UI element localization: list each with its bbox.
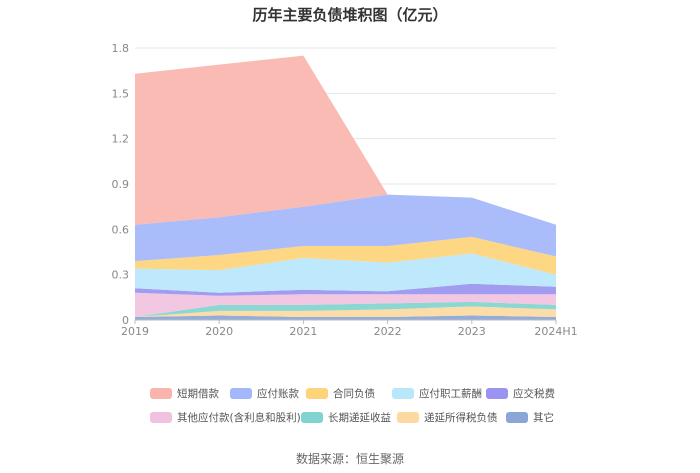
legend-swatch (397, 412, 419, 423)
legend-swatch (506, 412, 528, 423)
chart-title: 历年主要负债堆积图（亿元） (252, 6, 448, 24)
area-series-5 (135, 253, 556, 293)
legend-label: 应付职工薪酬 (419, 388, 482, 400)
legend-label: 长期递延收益 (328, 412, 391, 424)
legend-label: 应交税费 (513, 388, 555, 400)
area-series-3 (135, 292, 556, 317)
x-tick-label: 2024H1 (534, 325, 577, 338)
y-tick-label: 0 (122, 314, 129, 327)
y-tick-label: 0.9 (112, 178, 130, 191)
y-tick-label: 0.3 (112, 269, 130, 282)
legend-item[interactable]: 合同负债 (306, 386, 375, 401)
x-tick-label: 2022 (374, 325, 402, 338)
y-tick-label: 0.6 (112, 223, 130, 236)
area-series-0 (135, 315, 556, 320)
x-tick-label: 2020 (205, 325, 233, 338)
legend-label: 其它 (533, 412, 554, 424)
legend-swatch (306, 388, 328, 399)
y-tick-label: 1.5 (112, 87, 130, 100)
area-series-7 (135, 194, 556, 262)
area-series-2 (135, 301, 556, 317)
legend-label: 递延所得税负债 (424, 412, 498, 424)
legend-label: 其他应付款(含利息和股利) (177, 412, 301, 424)
area-series-6 (135, 236, 556, 275)
legend-item[interactable]: 递延所得税负债 (397, 410, 498, 425)
legend-label: 合同负债 (333, 388, 375, 400)
x-tick-label: 2023 (458, 325, 486, 338)
legend-item[interactable]: 其它 (506, 410, 554, 425)
x-tick-label: 2021 (289, 325, 317, 338)
area-series-1 (135, 306, 556, 317)
legend-item[interactable]: 应付职工薪酬 (392, 386, 482, 401)
legend-swatch (392, 388, 414, 399)
legend-label: 短期借款 (177, 388, 219, 400)
y-tick-label: 1.8 (112, 42, 130, 55)
x-tick-label: 2019 (121, 325, 149, 338)
area-series-8 (135, 55, 556, 225)
legend-swatch (230, 388, 252, 399)
legend-swatch (150, 388, 172, 399)
legend-item[interactable]: 长期递延收益 (301, 410, 391, 425)
legend-swatch (301, 412, 323, 423)
legend-swatch (486, 388, 508, 399)
legend-item[interactable]: 应交税费 (486, 386, 555, 401)
legend-swatch (150, 412, 172, 423)
data-source: 数据来源：恒生聚源 (295, 452, 404, 466)
y-tick-label: 1.2 (112, 133, 130, 146)
stacked-area-chart: 0 0.3 0.6 0.9 1.2 1.5 1.8 2019 2020 2021 2022 2023 2… (112, 42, 578, 338)
legend-item[interactable]: 应付账款 (230, 386, 299, 401)
legend-item[interactable]: 短期借款 (150, 386, 219, 401)
axes: 0 0.3 0.6 0.9 1.2 1.5 1.8 2019 2020 2021 2022 2023 2… (112, 42, 578, 338)
area-series (135, 55, 556, 320)
legend-label: 应付账款 (257, 388, 299, 400)
legend-item[interactable]: 其他应付款(含利息和股利) (150, 410, 301, 425)
area-series-4 (135, 283, 556, 296)
